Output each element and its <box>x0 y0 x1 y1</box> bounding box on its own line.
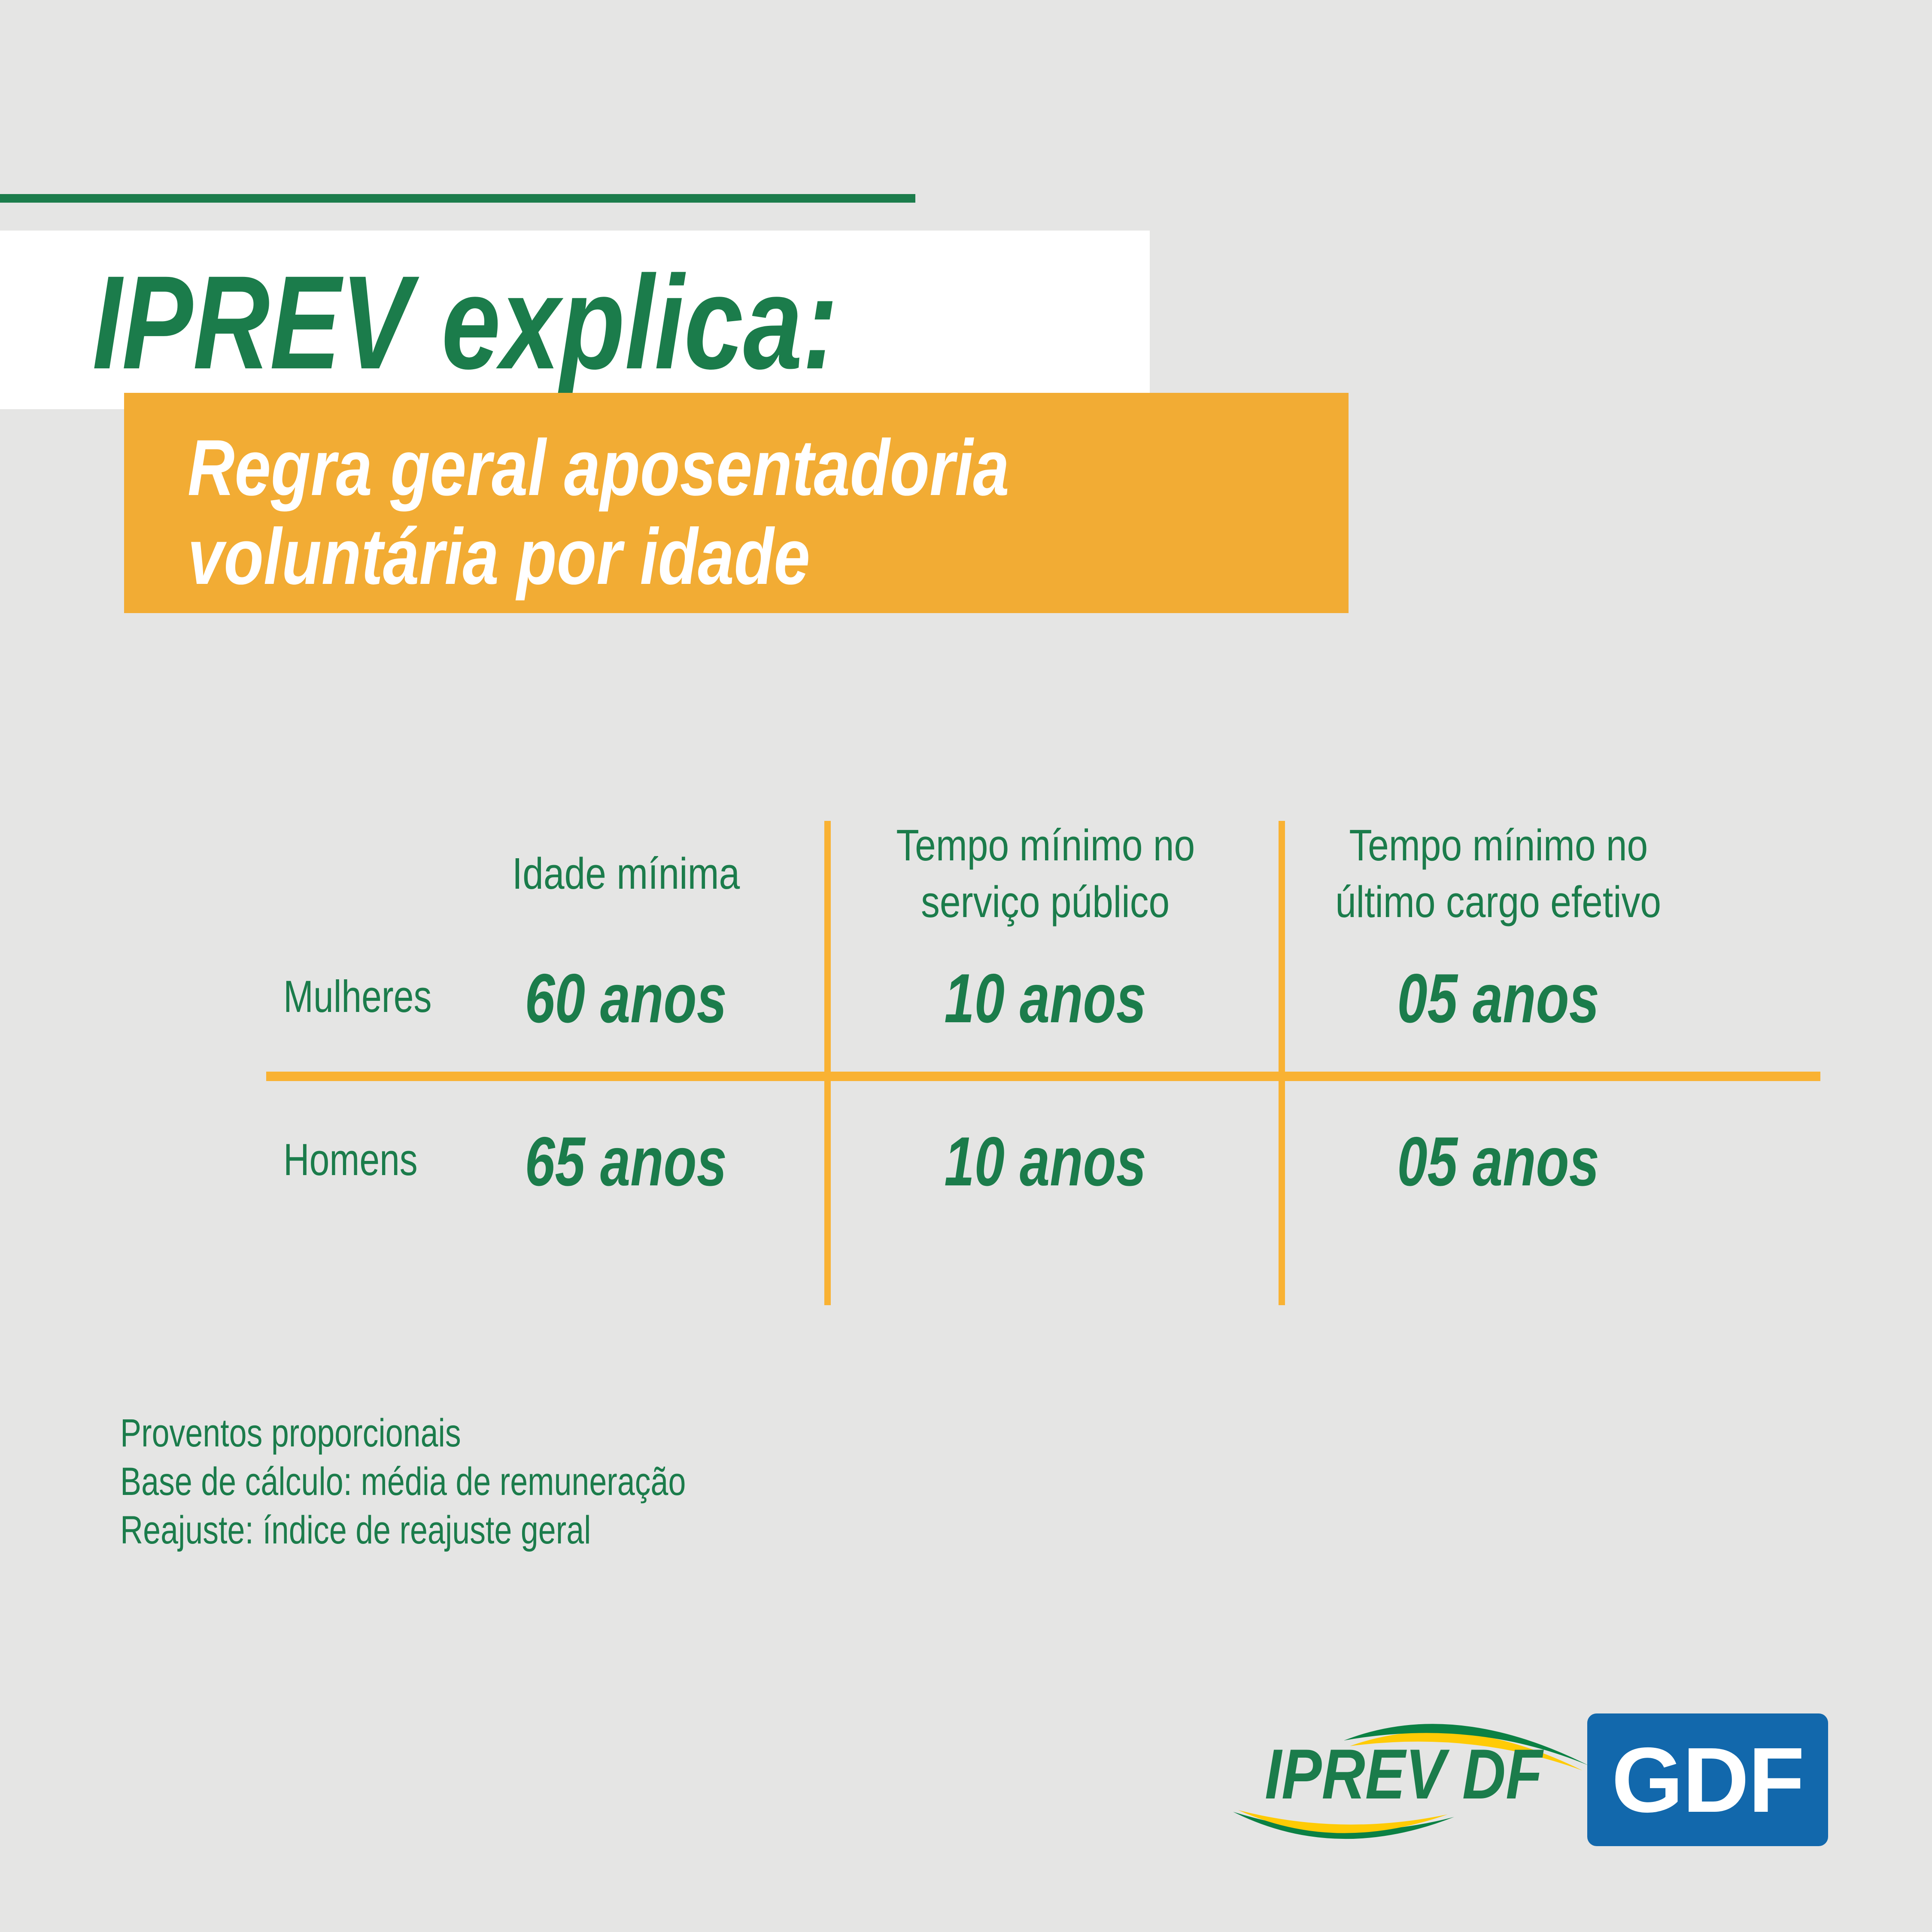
title-box <box>0 231 1150 409</box>
column-header-tempo-ultimo-cargo: Tempo mínimo no último cargo efetivo <box>1335 820 1662 927</box>
cell-homens-tempo-servico: 10 anos <box>944 1123 1147 1200</box>
gdf-logo: GDF <box>1587 1713 1828 1846</box>
note-line-proventos: Proventos proporcionais <box>120 1411 461 1455</box>
iprev-logo-bottom-swoosh-icon <box>1233 1810 1454 1839</box>
iprev-logo-top-swoosh-icon <box>1344 1724 1589 1771</box>
cell-mulheres-idade: 60 anos <box>525 960 727 1037</box>
page-title-text: IPREV explica: <box>92 248 838 397</box>
cell-mulheres-tempo-servico: 10 anos <box>944 960 1147 1037</box>
row-label-homens: Homens <box>283 1135 418 1185</box>
table-vertical-divider-1 <box>824 821 831 1305</box>
cell-homens-idade: 65 anos <box>525 1123 727 1200</box>
subtitle-box: Regra geral aposentadoria voluntária por… <box>124 393 1349 613</box>
iprev-df-logo: IPREV DF <box>1265 1735 1543 1814</box>
top-accent-line <box>0 194 915 203</box>
page-title: IPREV explica: <box>92 256 1024 389</box>
column-header-idade-minima: Idade mínima <box>512 849 740 898</box>
note-line-base-calculo: Base de cálculo: média de remuneração <box>120 1460 686 1504</box>
cell-mulheres-tempo-cargo: 05 anos <box>1397 960 1600 1037</box>
note-line-reajuste: Reajuste: índice de reajuste geral <box>120 1508 591 1552</box>
table-horizontal-divider <box>266 1072 1820 1081</box>
table-vertical-divider-2 <box>1279 821 1285 1305</box>
cell-homens-tempo-cargo: 05 anos <box>1397 1123 1600 1200</box>
row-label-mulheres: Mulheres <box>283 972 432 1022</box>
notes-block: Proventos proporcionais Base de cálculo:… <box>120 1409 827 1555</box>
gdf-logo-text: GDF <box>1611 1728 1805 1832</box>
subtitle-line-1: Regra geral aposentadoria <box>188 424 1009 512</box>
subtitle-line-2: voluntária por idade <box>188 513 810 601</box>
column-header-tempo-servico-publico: Tempo mínimo no serviço público <box>896 820 1195 927</box>
